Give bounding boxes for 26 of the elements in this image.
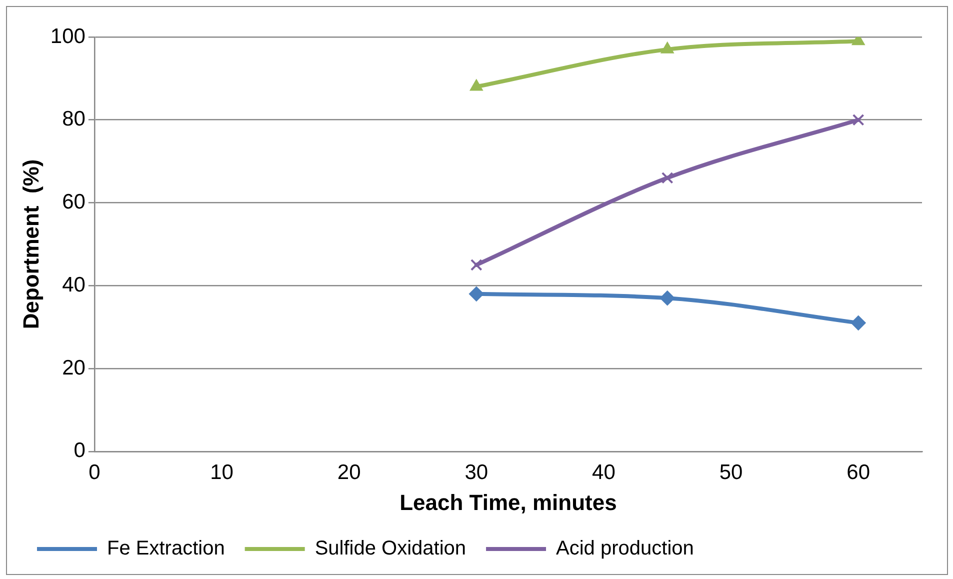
- y-tick-label: 100: [50, 24, 86, 48]
- x-tick-label: 0: [88, 460, 100, 484]
- y-tick-label: 80: [62, 108, 86, 131]
- y-tick-label: 60: [62, 190, 86, 214]
- legend-label: Sulfide Oxidation: [314, 538, 466, 560]
- point: [852, 114, 864, 126]
- point: [470, 79, 483, 91]
- x-tick-label: 20: [337, 460, 361, 484]
- point: [468, 286, 484, 302]
- legend-label: Fe Extraction: [107, 538, 225, 560]
- point: [850, 315, 866, 330]
- x-tick-label: 30: [464, 460, 488, 484]
- y-axis-title: Deportment (%): [18, 159, 44, 330]
- point: [661, 172, 674, 184]
- x-tick-label: 10: [210, 460, 234, 484]
- x-tick-label: 40: [592, 460, 616, 484]
- legend-label: Acid production: [556, 538, 694, 560]
- x-tick-label: 50: [719, 460, 743, 484]
- point: [660, 42, 674, 54]
- x-axis-title: Leach Time, minutes: [400, 490, 617, 515]
- y-tick-label: 20: [62, 356, 86, 380]
- y-tick-label: 40: [62, 273, 86, 296]
- point: [660, 290, 675, 306]
- y-tick-label: 0: [74, 439, 86, 462]
- x-tick-label: 60: [846, 460, 870, 484]
- point: [470, 258, 482, 271]
